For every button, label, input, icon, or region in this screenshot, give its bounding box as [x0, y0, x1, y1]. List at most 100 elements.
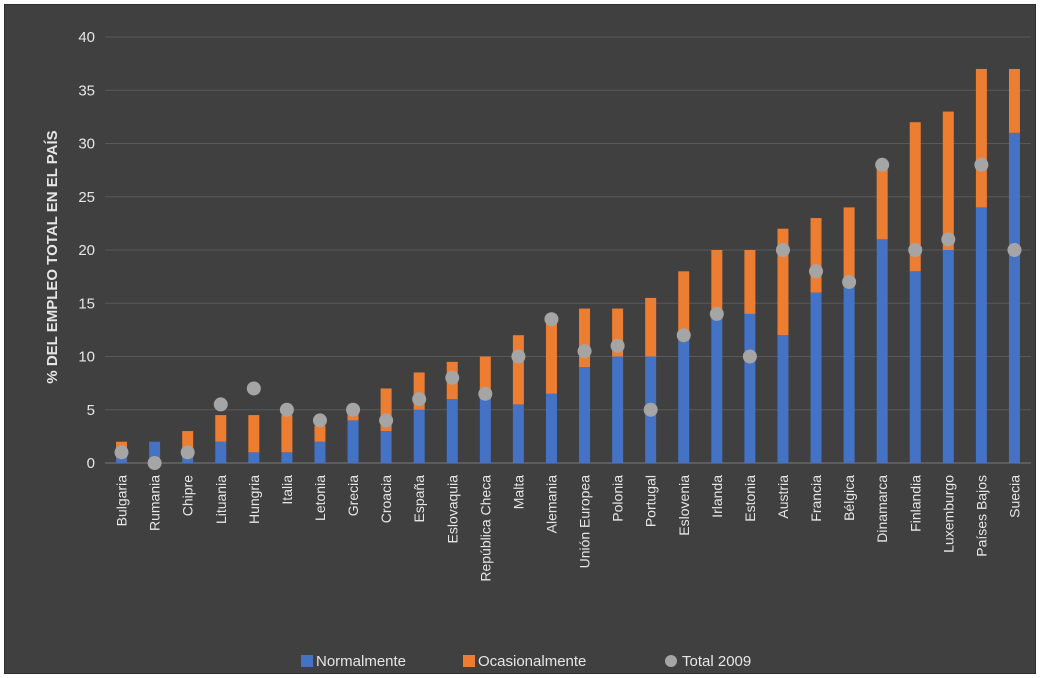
legend-item-ocasionalmente[interactable]: Ocasionalmente — [463, 653, 586, 670]
point-total-2009 — [544, 312, 559, 327]
bar-ocasionalmente — [810, 218, 822, 293]
bar-ocasionalmente — [612, 308, 624, 357]
x-category-label: Malta — [510, 475, 526, 509]
bar-ocasionalmente — [215, 415, 227, 442]
bars — [116, 68, 1020, 463]
point-total-2009 — [775, 243, 790, 257]
x-category-label: Alemania — [543, 475, 559, 534]
bar-normalmente — [248, 452, 260, 463]
bar-normalmente — [909, 271, 921, 463]
bar-ocasionalmente — [281, 415, 293, 453]
point-total-2009 — [875, 157, 890, 172]
legend-item-normalmente[interactable]: Normalmente — [301, 653, 406, 670]
y-tick-label: 30 — [78, 136, 95, 153]
bar-ocasionalmente — [678, 271, 690, 341]
bar-ocasionalmente — [380, 388, 392, 432]
x-category-label: Suecia — [1006, 475, 1022, 518]
y-axis-title: % DEL EMPLEO TOTAL EN EL PAÍS — [44, 130, 61, 383]
point-total-2009 — [114, 445, 129, 460]
x-category-label: Polonia — [610, 475, 626, 522]
bar-normalmente — [1008, 132, 1020, 463]
x-category-label: Finlandia — [907, 475, 923, 532]
x-category-label: Grecia — [345, 475, 361, 516]
bar-ocasionalmente — [942, 111, 954, 250]
x-category-label: Irlanda — [709, 475, 725, 518]
bar-normalmente — [446, 399, 458, 463]
gridlines — [105, 36, 1031, 464]
bar-normalmente — [876, 239, 888, 463]
y-tick-label: 15 — [78, 295, 95, 312]
bar-normalmente — [612, 356, 624, 463]
bar-normalmente — [678, 340, 690, 463]
point-total-2009 — [974, 157, 989, 172]
x-category-label: Unión Europea — [577, 475, 593, 569]
x-category-label: Bélgica — [841, 475, 857, 521]
point-total-2009 — [1007, 243, 1022, 257]
point-total-2009 — [610, 338, 625, 353]
legend-item-total-2009[interactable]: Total 2009 — [665, 653, 751, 670]
point-total-2009 — [379, 413, 394, 428]
bar-ocasionalmente — [314, 425, 326, 442]
bar-normalmente — [843, 287, 855, 463]
y-tick-label: 25 — [78, 189, 95, 206]
point-total-2009 — [676, 328, 691, 343]
x-axis-labels: Bulgaria Rumania Chipre Lituania Hungria Ital… — [114, 475, 1023, 582]
bar-ocasionalmente — [182, 431, 194, 458]
point-total-2009 — [312, 413, 327, 428]
x-category-label: Letonia — [312, 475, 328, 521]
point-total-2009 — [279, 402, 294, 417]
bar-ocasionalmente — [843, 207, 855, 288]
bar-normalmente — [479, 399, 491, 463]
x-category-label: República Checa — [477, 475, 493, 582]
bar-ocasionalmente — [777, 228, 789, 336]
x-category-label: Lituania — [213, 475, 229, 524]
y-tick-label: 35 — [78, 82, 95, 99]
legend[interactable]: Normalmente Ocasionalmente Total 2009 — [301, 653, 751, 670]
x-category-label: Chipre — [180, 475, 196, 516]
point-total-2009 — [941, 232, 956, 247]
point-total-2009 — [412, 392, 427, 407]
chart-frame: 0 5 10 15 20 25 30 35 40 Bulgaria Rumania Chipre Li… — [4, 4, 1036, 674]
point-total-2009 — [709, 306, 724, 321]
bar-normalmente — [380, 431, 392, 463]
total-2009-points — [114, 157, 1022, 470]
x-category-label: Francia — [808, 475, 824, 522]
y-tick-label: 5 — [87, 402, 95, 419]
bar-normalmente — [149, 441, 161, 463]
bar-ocasionalmente — [909, 122, 921, 272]
bar-ocasionalmente — [1008, 68, 1020, 133]
point-total-2009 — [842, 274, 857, 289]
legend-marker-total-2009 — [665, 655, 677, 667]
bar-normalmente — [744, 313, 756, 463]
bar-ocasionalmente — [876, 164, 888, 240]
point-total-2009 — [147, 456, 162, 470]
bar-ocasionalmente — [645, 297, 657, 357]
x-category-label: Hungria — [246, 475, 262, 524]
x-category-label: Eslovenia — [676, 475, 692, 536]
bar-normalmente — [810, 292, 822, 463]
bar-normalmente — [975, 207, 987, 463]
y-tick-label: 20 — [78, 242, 95, 259]
point-total-2009 — [478, 386, 493, 401]
bar-normalmente — [347, 420, 359, 463]
bar-ocasionalmente — [545, 319, 557, 394]
legend-label-normalmente: Normalmente — [316, 653, 406, 670]
x-category-label: Estonia — [742, 475, 758, 522]
y-tick-label: 10 — [78, 349, 95, 366]
bar-normalmente — [281, 452, 293, 463]
bar-ocasionalmente — [744, 250, 756, 314]
x-category-label: Rumania — [147, 475, 163, 531]
point-total-2009 — [577, 344, 592, 359]
stacked-bar-chart: 0 5 10 15 20 25 30 35 40 Bulgaria Rumania Chipre Li… — [44, 29, 1031, 670]
point-total-2009 — [445, 370, 460, 385]
x-category-label: Dinamarca — [874, 475, 890, 543]
bar-ocasionalmente — [512, 335, 524, 405]
legend-swatch-normalmente — [301, 655, 313, 667]
bar-ocasionalmente — [975, 68, 987, 208]
bar-normalmente — [116, 457, 128, 463]
legend-swatch-ocasionalmente — [463, 655, 475, 667]
point-total-2009 — [643, 402, 658, 417]
bar-normalmente — [512, 404, 524, 463]
bar-normalmente — [215, 441, 227, 463]
x-category-label: Eslovaquia — [444, 475, 460, 544]
